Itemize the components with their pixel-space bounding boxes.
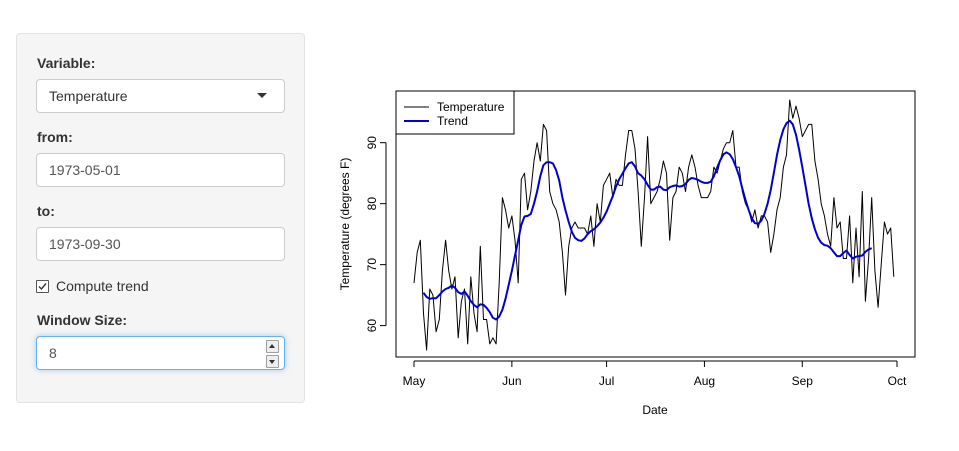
checkmark-icon xyxy=(38,282,47,290)
spin-down-icon xyxy=(269,360,275,364)
sidebar-panel: Variable: Temperature from: 1973-05-01 t… xyxy=(16,33,305,403)
variable-select[interactable]: Temperature xyxy=(36,79,285,113)
compute-trend-option[interactable]: Compute trend xyxy=(36,277,149,295)
window-size-label: Window Size: xyxy=(37,312,128,328)
y-axis-title: Temperature (degrees F) xyxy=(338,158,352,291)
compute-trend-label: Compute trend xyxy=(56,278,149,294)
legend-temperature-label: Temperature xyxy=(437,100,505,114)
to-date-input[interactable]: 1973-09-30 xyxy=(36,227,285,261)
window-size-input[interactable]: 8 xyxy=(36,336,285,370)
legend-box xyxy=(395,90,515,135)
from-date-value: 1973-05-01 xyxy=(49,162,121,178)
caret-down-icon xyxy=(257,93,267,98)
x-tick-label: Sep xyxy=(792,374,814,388)
y-tick-label: 90 xyxy=(365,136,379,150)
x-axis-title: Date xyxy=(642,403,668,417)
compute-trend-checkbox[interactable] xyxy=(36,279,49,293)
y-tick-label: 60 xyxy=(365,319,379,333)
series-line-trend xyxy=(422,119,873,321)
legend-trend-label: Trend xyxy=(437,114,468,128)
to-label: to: xyxy=(37,203,55,219)
to-date-value: 1973-09-30 xyxy=(49,236,121,252)
x-tick-label: Jul xyxy=(599,374,614,388)
from-label: from: xyxy=(37,129,73,145)
y-tick-label: 70 xyxy=(365,258,379,272)
series-line-temperature xyxy=(413,99,895,351)
increment-button[interactable] xyxy=(266,340,279,353)
window-size-value: 8 xyxy=(49,345,57,361)
chart-legend: Temperature Trend xyxy=(395,90,515,135)
y-tick-label: 80 xyxy=(365,197,379,211)
x-tick-label: Aug xyxy=(694,374,715,388)
from-date-input[interactable]: 1973-05-01 xyxy=(36,153,285,187)
variable-label: Variable: xyxy=(37,55,96,71)
plot-area-frame xyxy=(395,90,916,358)
variable-select-value: Temperature xyxy=(49,88,128,104)
decrement-button[interactable] xyxy=(266,355,279,368)
window-size-spinner xyxy=(266,340,279,368)
x-tick-label: Jun xyxy=(502,374,521,388)
x-tick-label: Oct xyxy=(888,374,907,388)
spin-up-icon xyxy=(269,344,275,348)
x-tick-label: May xyxy=(403,374,426,388)
